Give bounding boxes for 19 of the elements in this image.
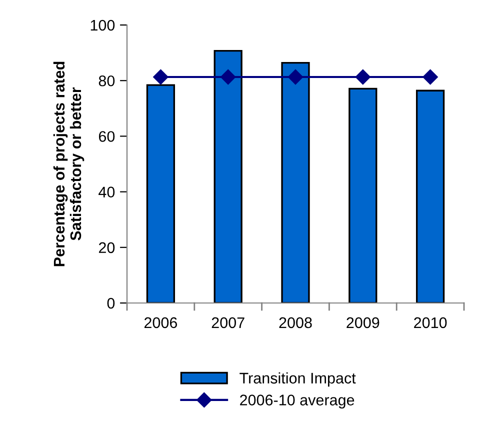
bar	[281, 62, 310, 303]
y-tick-label: 80	[98, 75, 115, 86]
x-tick-label: 2008	[279, 317, 312, 328]
legend-label: Transition Impact	[240, 372, 356, 387]
y-tick-label: 0	[107, 298, 115, 309]
x-tick-label: 2010	[414, 317, 447, 328]
y-tick-label: 20	[98, 242, 115, 254]
bar	[416, 90, 445, 303]
bar	[214, 50, 242, 303]
y-tick-label: 60	[98, 131, 115, 142]
x-tick-label: 2009	[346, 317, 380, 328]
x-tick-label: 2006	[144, 317, 178, 328]
legend-label: 2006-10 average	[240, 394, 354, 408]
y-tick-label: 100	[90, 20, 115, 31]
y-axis-title: Percentage of projects rated Satisfactory or better	[53, 62, 84, 266]
y-tick-label: 40	[98, 186, 115, 198]
bar	[146, 84, 176, 303]
bar	[348, 88, 378, 303]
x-tick-label: 2007	[212, 317, 244, 328]
